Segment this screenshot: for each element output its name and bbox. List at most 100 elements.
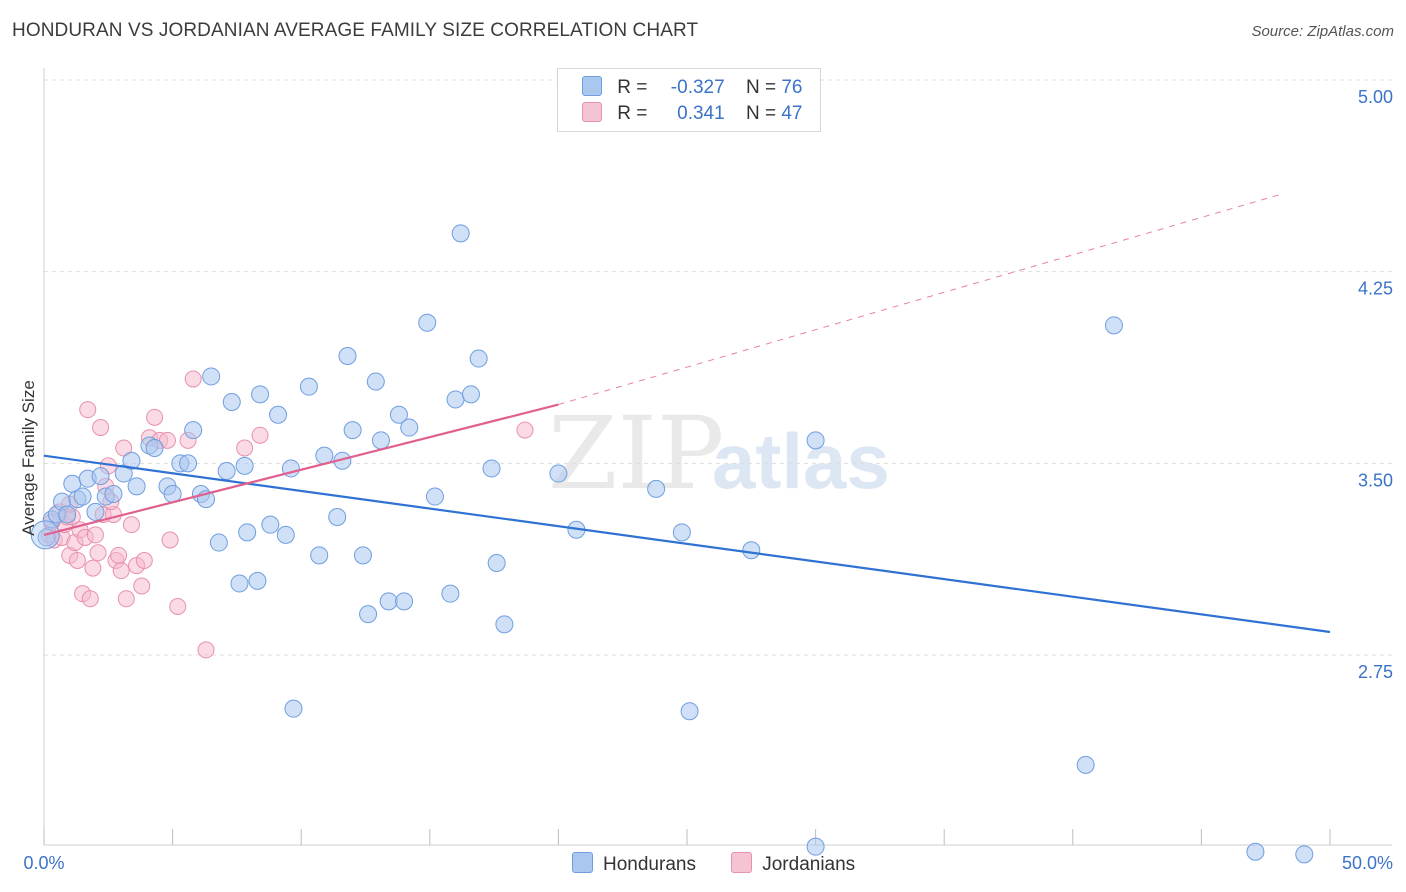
honduran-point	[222, 393, 241, 411]
honduran-point	[338, 347, 357, 365]
honduran-point	[122, 451, 141, 470]
jordanians-label: Jordanians	[762, 854, 856, 875]
jordanian-point	[169, 597, 187, 615]
watermark-zip: ZIP	[548, 395, 724, 512]
jordanian-point	[92, 419, 110, 437]
y-tick-label: 2.75	[1358, 662, 1393, 682]
jordanian-point	[184, 370, 202, 388]
jordanians-trend-extension	[558, 194, 1279, 406]
honduran-point	[389, 405, 408, 424]
legend-n-value: 76	[781, 77, 803, 98]
series-legend: Hondurans Jordanians	[572, 852, 885, 876]
jordanian-point	[117, 590, 135, 608]
honduran-point	[127, 477, 146, 496]
jordanian-point	[236, 439, 254, 457]
honduran-point	[451, 224, 470, 243]
hondurans-points	[30, 224, 1314, 864]
honduran-point	[425, 487, 444, 506]
legend-n-label: N =	[745, 77, 777, 98]
honduran-point	[1246, 842, 1265, 861]
jordanian-point	[158, 431, 176, 449]
jordanian-point	[112, 562, 130, 580]
legend-r-label: R =	[617, 103, 648, 124]
honduran-point	[310, 546, 329, 565]
honduran-point	[487, 554, 506, 572]
honduran-point	[1076, 755, 1095, 774]
honduran-point	[359, 605, 378, 624]
honduran-point	[276, 525, 295, 544]
legend-row-jordanians: R = 0.341 N = 47	[582, 102, 802, 126]
jordanian-point	[84, 559, 102, 577]
legend-row-hondurans: R = -0.327 N = 76	[582, 76, 802, 100]
honduran-point	[441, 584, 460, 603]
x-tick-label-min: 0.0%	[23, 853, 64, 873]
honduran-point	[395, 592, 414, 611]
jordanian-point	[79, 401, 97, 419]
honduran-point	[104, 485, 123, 503]
x-tick-labels: 0.0% 50.0%	[23, 853, 1393, 873]
legend-swatch-blue	[582, 76, 602, 96]
source-label: Source: ZipAtlas.com	[1251, 23, 1394, 40]
honduran-point	[366, 372, 385, 391]
honduran-point	[217, 462, 236, 480]
honduran-point	[209, 533, 228, 552]
honduran-point	[248, 571, 267, 590]
jordanian-point	[197, 641, 215, 659]
stats-legend: R = -0.327 N = 76 R = 0.341 N = 47	[557, 68, 821, 132]
honduran-point	[482, 459, 501, 478]
legend-n-label: N =	[745, 103, 777, 124]
legend-item-jordanians[interactable]: Jordanians	[731, 852, 855, 876]
honduran-point	[328, 508, 347, 526]
honduran-point	[469, 349, 488, 368]
trend-lines	[43, 194, 1331, 634]
honduran-point	[91, 467, 110, 486]
y-tick-label: 4.25	[1358, 279, 1393, 299]
honduran-point	[1104, 316, 1123, 335]
chart-title: HONDURAN VS JORDANIAN AVERAGE FAMILY SIZ…	[12, 20, 699, 41]
honduran-point	[1295, 845, 1314, 864]
x-tick-label-max: 50.0%	[1342, 853, 1393, 873]
jordanian-point	[89, 544, 107, 562]
honduran-point	[806, 837, 825, 856]
honduran-point	[238, 523, 257, 542]
legend-item-hondurans[interactable]: Hondurans	[572, 852, 696, 876]
legend-n-value: 47	[781, 103, 803, 124]
honduran-point	[495, 615, 514, 634]
honduran-point	[145, 439, 164, 457]
y-tick-labels: 2.75 3.50 4.25 5.00	[1358, 87, 1393, 682]
hondurans-swatch	[572, 852, 593, 873]
jordanian-point	[68, 551, 86, 569]
honduran-point	[379, 592, 398, 611]
legend-r-value: -0.327	[670, 77, 725, 98]
honduran-point	[343, 421, 362, 440]
y-axis-title: Average Family Size	[19, 380, 38, 536]
jordanian-point	[161, 531, 179, 549]
legend-r-label: R =	[617, 77, 648, 98]
honduran-point	[371, 431, 390, 450]
jordanian-point	[516, 421, 534, 439]
honduran-point	[184, 421, 203, 440]
honduran-point	[269, 405, 288, 424]
honduran-point	[549, 464, 568, 483]
jordanians-points	[40, 370, 534, 659]
jordanian-point	[81, 590, 99, 608]
honduran-point	[202, 367, 221, 386]
hondurans-label: Hondurans	[603, 854, 696, 875]
honduran-point	[251, 385, 270, 404]
jordanian-point	[110, 546, 128, 564]
jordanian-point	[122, 516, 140, 534]
honduran-point	[446, 390, 465, 409]
legend-r-value: 0.341	[677, 103, 725, 124]
jordanians-trend-line	[43, 403, 559, 536]
honduran-point	[86, 502, 105, 521]
gridlines	[44, 79, 1392, 656]
honduran-point	[400, 418, 419, 437]
honduran-point	[461, 385, 480, 404]
honduran-point	[353, 546, 372, 565]
honduran-point	[179, 454, 198, 473]
honduran-point	[58, 505, 77, 524]
y-tick-label: 5.00	[1358, 87, 1393, 107]
honduran-point	[647, 479, 666, 498]
honduran-point	[230, 574, 249, 593]
